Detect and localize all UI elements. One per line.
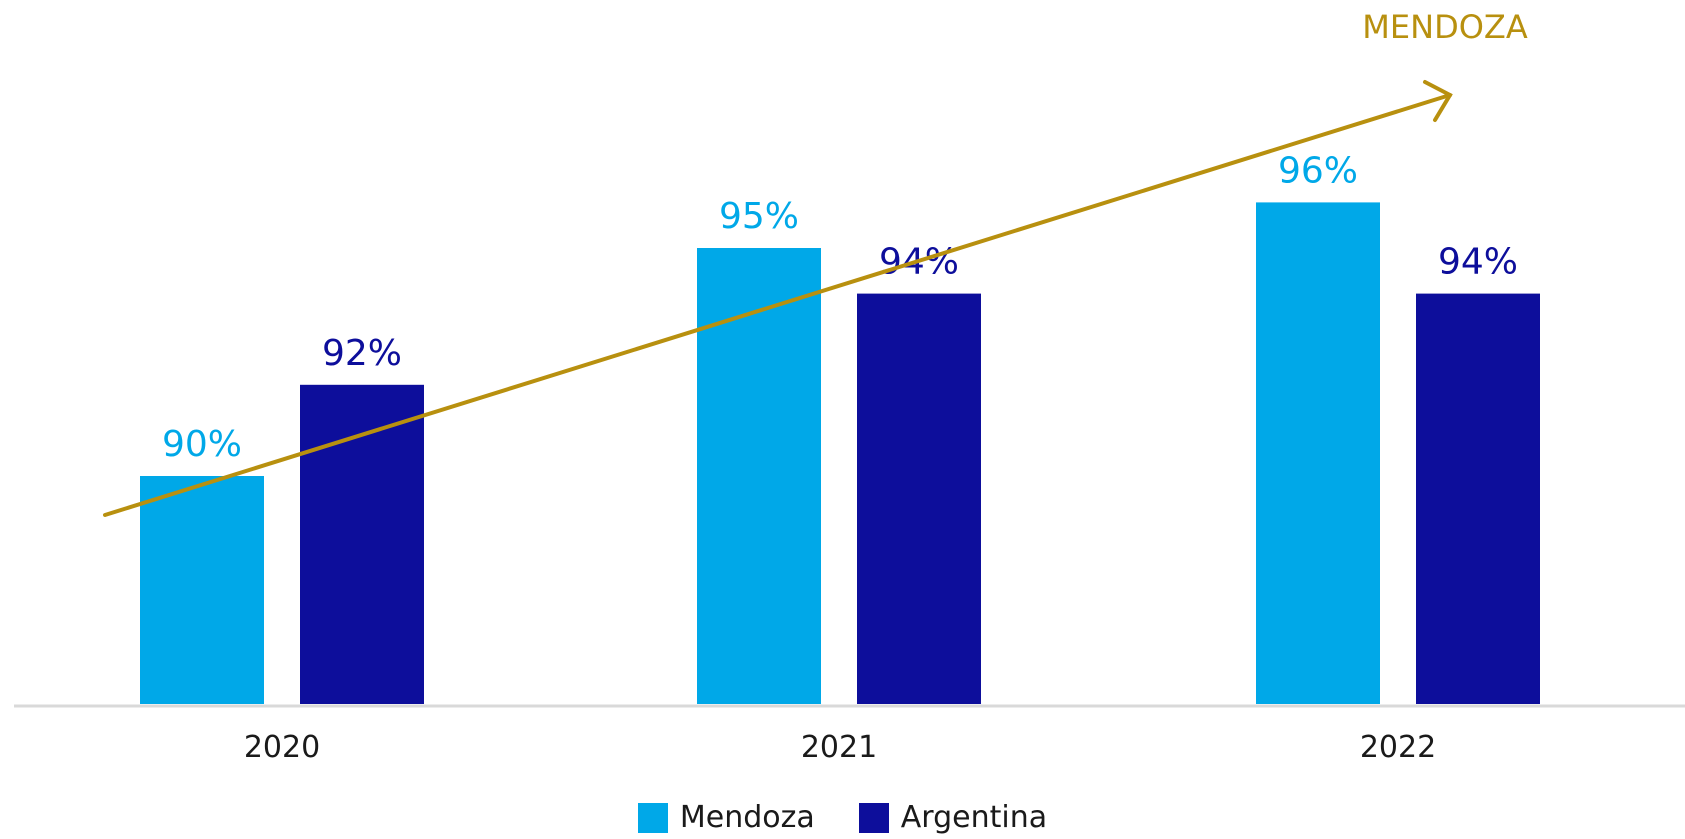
x-tick-label-2021: 2021 bbox=[801, 730, 877, 765]
legend: Mendoza Argentina bbox=[0, 800, 1685, 835]
value-label-argentina-2020: 92% bbox=[322, 333, 402, 374]
bar-mendoza-2020 bbox=[140, 476, 264, 704]
value-label-argentina-2022: 94% bbox=[1438, 242, 1518, 283]
value-label-mendoza-2020: 90% bbox=[162, 424, 242, 465]
value-label-mendoza-2022: 96% bbox=[1278, 150, 1358, 191]
legend-label-mendoza: Mendoza bbox=[679, 800, 815, 835]
x-tick-labels: 2020 2021 2022 bbox=[244, 730, 1436, 765]
trend-line bbox=[103, 93, 1452, 517]
legend-item-mendoza: Mendoza bbox=[637, 800, 815, 835]
value-label-mendoza-2021: 95% bbox=[719, 196, 799, 237]
legend-label-argentina: Argentina bbox=[900, 800, 1048, 835]
trend-arrowhead bbox=[1423, 80, 1453, 122]
trend-arrow: MENDOZA bbox=[103, 8, 1528, 517]
bar-mendoza-2021 bbox=[697, 248, 821, 704]
x-tick-label-2022: 2022 bbox=[1360, 730, 1436, 765]
bar-mendoza-2022 bbox=[1256, 202, 1380, 704]
trend-label: MENDOZA bbox=[1362, 8, 1528, 46]
bar-argentina-2020 bbox=[300, 384, 424, 704]
bar-argentina-2022 bbox=[1416, 293, 1540, 704]
legend-item-argentina: Argentina bbox=[858, 800, 1048, 835]
legend-swatch-argentina bbox=[858, 802, 889, 833]
x-tick-label-2020: 2020 bbox=[244, 730, 320, 765]
legend-swatch-mendoza bbox=[637, 802, 668, 833]
bars-layer bbox=[140, 202, 1540, 704]
bar-argentina-2021 bbox=[857, 293, 981, 704]
